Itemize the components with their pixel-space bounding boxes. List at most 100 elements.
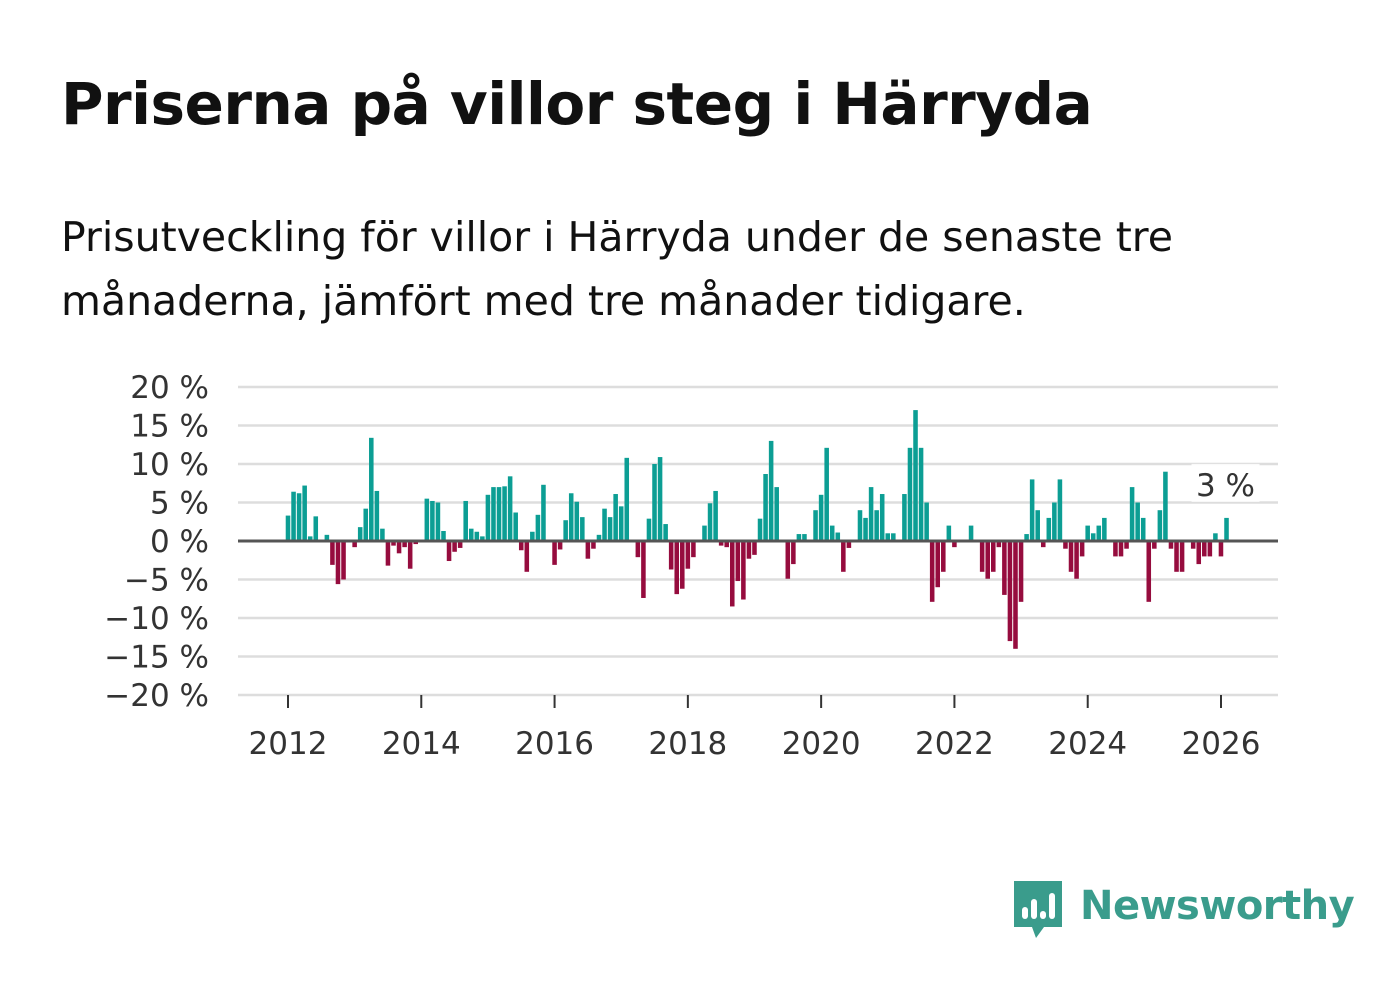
bar [991,541,996,572]
bar [535,514,541,541]
bar [1046,517,1052,541]
annotation-group: 3 % [1191,463,1260,504]
bar [1113,541,1118,557]
bar [1068,541,1074,572]
bar [618,506,624,541]
bar [1213,533,1218,541]
bar [485,494,491,541]
bar [1063,541,1068,549]
bar [624,457,630,541]
bar [707,503,713,541]
bar [574,501,580,541]
bar [396,541,402,554]
last-value-annotation: 3 % [1196,468,1255,504]
bar [1018,541,1024,602]
bar [557,541,563,550]
bar [1124,541,1129,549]
bar-chart-bubble-icon [1014,881,1062,938]
bar [680,541,685,589]
bar [541,484,546,541]
bar [652,464,657,541]
y-tick-label: −15 % [104,640,209,676]
bar [374,490,380,541]
bar [813,510,818,541]
bar [468,528,474,541]
bar [829,525,835,541]
chart-subtitle: Prisutveckling för villor i Härryda unde… [61,213,1173,325]
bar [585,541,591,559]
bar [874,510,879,541]
bar [835,532,841,541]
bar [407,541,413,569]
bar [1179,541,1185,572]
bar [935,541,941,588]
bar [741,541,746,600]
x-tick-label: 2026 [1182,726,1261,762]
bar [563,520,568,541]
y-tick-label: −5 % [124,563,209,599]
bar [341,541,346,580]
bar [657,457,663,541]
bar [452,541,457,552]
bar [330,541,335,565]
bar [979,541,985,572]
bar [868,487,874,541]
bar [1052,502,1057,541]
bar [841,541,846,572]
bar [713,490,718,541]
y-tick-label: −10 % [104,601,209,637]
bar [1118,541,1124,557]
bar [735,541,741,582]
x-tick-label: 2012 [249,726,328,762]
bar [430,500,435,541]
bar [1102,517,1107,541]
bar [757,518,763,541]
y-tick-label: 10 % [130,447,209,483]
y-tick-label: 0 % [150,524,209,560]
bar [1157,510,1163,541]
bar [357,527,363,541]
chart-title: Priserna på villor steg i Härryda [61,70,1093,138]
y-tick-label: 15 % [130,409,209,445]
annotation-halo [1191,463,1260,502]
bar [552,541,557,565]
bar [1096,525,1102,541]
bar [424,498,430,541]
bar [596,534,602,541]
bar [613,494,618,541]
bar [369,437,374,541]
bar [1168,541,1174,549]
bar [702,525,707,541]
bar [763,474,768,541]
bar [752,541,757,555]
bar [513,512,518,541]
bar [385,541,391,566]
y-axis-ticks: 20 %15 %10 %5 %0 %−5 %−10 %−15 %−20 % [104,370,209,714]
bar [1002,541,1007,595]
bar [591,541,596,549]
bar [496,487,502,541]
bar [524,541,530,572]
bar [1013,541,1018,649]
bar [607,517,613,541]
bar [857,510,863,541]
bar [1207,541,1213,557]
bar [796,534,802,541]
bar [602,508,607,541]
bar [1196,541,1202,565]
bar [902,494,907,541]
bar [1218,541,1224,557]
bar [913,410,918,541]
y-tick-label: 20 % [130,370,209,406]
bar [530,531,535,541]
bar [691,541,696,558]
bar [463,500,468,541]
bar-series [285,410,1229,649]
bar [435,502,441,541]
bar [879,494,885,541]
bar [1152,541,1157,549]
bar [907,447,913,541]
bar [724,541,729,548]
bar [729,541,735,607]
bar [1174,541,1179,572]
